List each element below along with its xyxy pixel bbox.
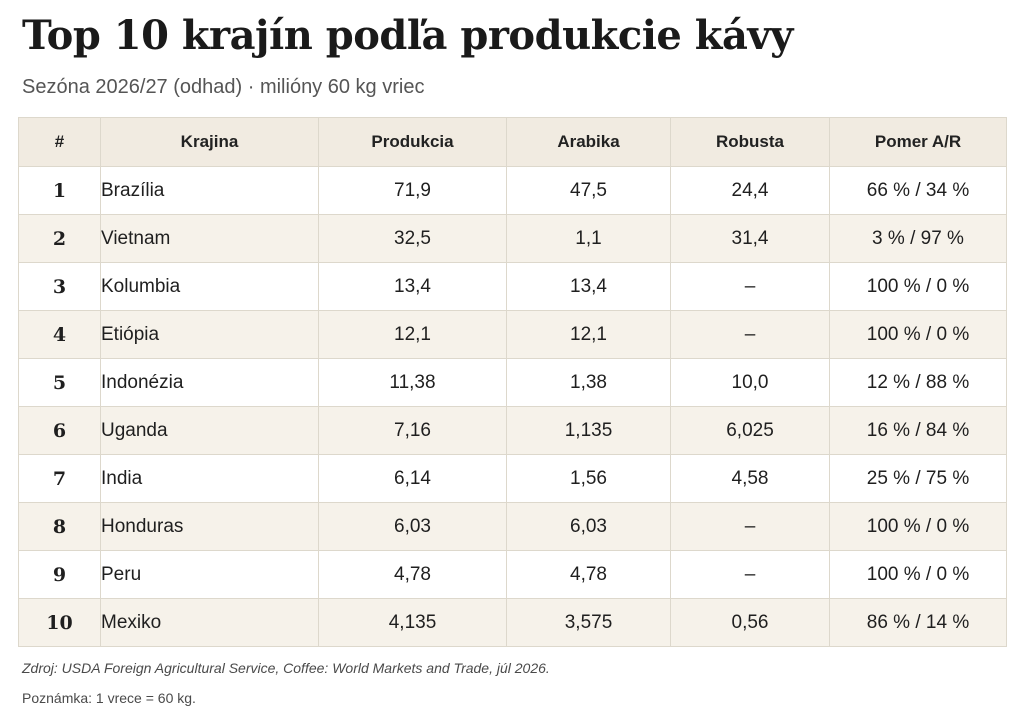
country-cell: Mexiko <box>100 598 319 647</box>
unit-note: Poznámka: 1 vrece = 60 kg. <box>22 690 196 706</box>
rank-cell: 6 <box>18 406 101 455</box>
rank-cell: 10 <box>18 598 101 647</box>
country-cell: Indonézia <box>100 358 319 407</box>
table-body: 1 Brazília 71,9 47,5 24,4 66 % / 34 % 2 Vietnam… <box>18 166 1007 647</box>
ratio-cell: 100 % / 0 % <box>829 550 1007 599</box>
ratio-cell: 3 % / 97 % <box>829 214 1007 263</box>
ratio-cell: 12 % / 88 % <box>829 358 1007 407</box>
arabica-cell: 4,78 <box>506 550 671 599</box>
table-row: 2 Vietnam 32,5 1,1 31,4 3 % / 97 % <box>18 214 1007 263</box>
rank-cell: 1 <box>18 166 101 215</box>
arabica-cell: 47,5 <box>506 166 671 215</box>
table-row: 3 Kolumbia 13,4 13,4–100 % / 0 % <box>18 262 1007 311</box>
table-row: 7 India 6,14 1,56 4,58 25 % / 75 % <box>18 454 1007 503</box>
column-header-rank: # <box>18 117 101 167</box>
rank-cell: 7 <box>18 454 101 503</box>
page-title: Top 10 krajín podľa produkcie kávy <box>22 12 793 59</box>
table-row: 5 Indonézia 11,38 1,38 10,0 12 % / 88 % <box>18 358 1007 407</box>
rank-cell: 9 <box>18 550 101 599</box>
robusta-cell: – <box>670 262 830 311</box>
table-header-row: # Krajina Produkcia Arabika Robusta Pome… <box>18 117 1007 167</box>
arabica-cell: 12,1 <box>506 310 671 359</box>
production-cell: 6,03 <box>318 502 507 551</box>
production-cell: 12,1 <box>318 310 507 359</box>
ratio-cell: 100 % / 0 % <box>829 262 1007 311</box>
production-cell: 7,16 <box>318 406 507 455</box>
robusta-cell: 6,025 <box>670 406 830 455</box>
country-cell: India <box>100 454 319 503</box>
country-cell: Peru <box>100 550 319 599</box>
production-cell: 6,14 <box>318 454 507 503</box>
table-row: 8 Honduras 6,03 6,03–100 % / 0 % <box>18 502 1007 551</box>
arabica-cell: 1,56 <box>506 454 671 503</box>
robusta-cell: 0,56 <box>670 598 830 647</box>
robusta-cell: – <box>670 502 830 551</box>
country-cell: Etiópia <box>100 310 319 359</box>
ratio-cell: 66 % / 34 % <box>829 166 1007 215</box>
ratio-cell: 25 % / 75 % <box>829 454 1007 503</box>
column-header-country: Krajina <box>100 117 319 167</box>
rank-cell: 8 <box>18 502 101 551</box>
country-cell: Vietnam <box>100 214 319 263</box>
rank-cell: 5 <box>18 358 101 407</box>
source-note: Zdroj: USDA Foreign Agricultural Service… <box>22 660 550 676</box>
robusta-cell: 24,4 <box>670 166 830 215</box>
ratio-cell: 86 % / 14 % <box>829 598 1007 647</box>
page-subtitle: Sezóna 2026/27 (odhad) · milióny 60 kg v… <box>22 76 425 98</box>
coffee-production-table: # Krajina Produkcia Arabika Robusta Pome… <box>18 117 1007 647</box>
country-cell: Brazília <box>100 166 319 215</box>
rank-cell: 3 <box>18 262 101 311</box>
production-cell: 13,4 <box>318 262 507 311</box>
arabica-cell: 6,03 <box>506 502 671 551</box>
robusta-cell: 10,0 <box>670 358 830 407</box>
table-row: 10 Mexiko 4,135 3,575 0,56 86 % / 14 % <box>18 598 1007 647</box>
production-cell: 71,9 <box>318 166 507 215</box>
robusta-cell: – <box>670 310 830 359</box>
production-cell: 4,135 <box>318 598 507 647</box>
ratio-cell: 100 % / 0 % <box>829 310 1007 359</box>
rank-cell: 4 <box>18 310 101 359</box>
table-row: 1 Brazília 71,9 47,5 24,4 66 % / 34 % <box>18 166 1007 215</box>
column-header-production: Produkcia <box>318 117 507 167</box>
country-cell: Uganda <box>100 406 319 455</box>
ratio-cell: 100 % / 0 % <box>829 502 1007 551</box>
country-cell: Honduras <box>100 502 319 551</box>
column-header-robusta: Robusta <box>670 117 830 167</box>
robusta-cell: 31,4 <box>670 214 830 263</box>
column-header-ratio: Pomer A/R <box>829 117 1007 167</box>
arabica-cell: 13,4 <box>506 262 671 311</box>
table-row: 6 Uganda 7,16 1,135 6,025 16 % / 84 % <box>18 406 1007 455</box>
column-header-arabica: Arabika <box>506 117 671 167</box>
arabica-cell: 1,38 <box>506 358 671 407</box>
country-cell: Kolumbia <box>100 262 319 311</box>
robusta-cell: 4,58 <box>670 454 830 503</box>
table-row: 9 Peru 4,78 4,78–100 % / 0 % <box>18 550 1007 599</box>
arabica-cell: 1,135 <box>506 406 671 455</box>
production-cell: 11,38 <box>318 358 507 407</box>
arabica-cell: 3,575 <box>506 598 671 647</box>
arabica-cell: 1,1 <box>506 214 671 263</box>
production-cell: 4,78 <box>318 550 507 599</box>
rank-cell: 2 <box>18 214 101 263</box>
robusta-cell: – <box>670 550 830 599</box>
table-row: 4 Etiópia 12,1 12,1–100 % / 0 % <box>18 310 1007 359</box>
production-cell: 32,5 <box>318 214 507 263</box>
ratio-cell: 16 % / 84 % <box>829 406 1007 455</box>
